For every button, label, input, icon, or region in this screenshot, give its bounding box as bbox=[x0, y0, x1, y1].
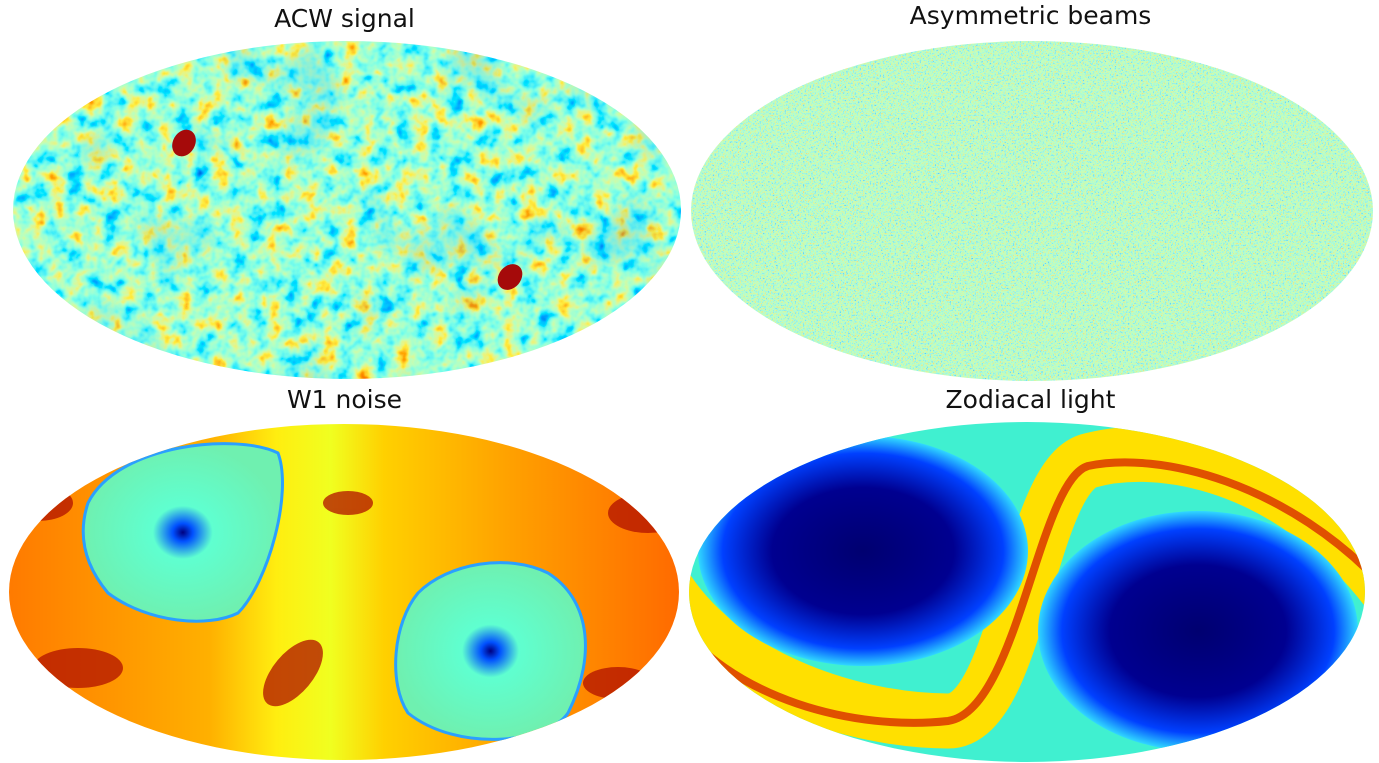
asymmetric-beams-mollweide-map bbox=[690, 40, 1374, 382]
w1-noise-mollweide-map bbox=[8, 423, 680, 761]
zodiacal-light-mollweide-map bbox=[688, 421, 1366, 763]
panel-title-zodiacal-light: Zodiacal light bbox=[686, 385, 1375, 415]
noise-patch-left bbox=[83, 444, 282, 622]
panel-title-w1-noise: W1 noise bbox=[0, 385, 689, 415]
panel-title-acw-signal: ACW signal bbox=[0, 4, 689, 34]
panel-title-asymmetric-beams: Asymmetric beams bbox=[686, 1, 1375, 31]
acw-signal-mollweide-map bbox=[12, 40, 682, 380]
noise-patch-right bbox=[396, 563, 586, 740]
